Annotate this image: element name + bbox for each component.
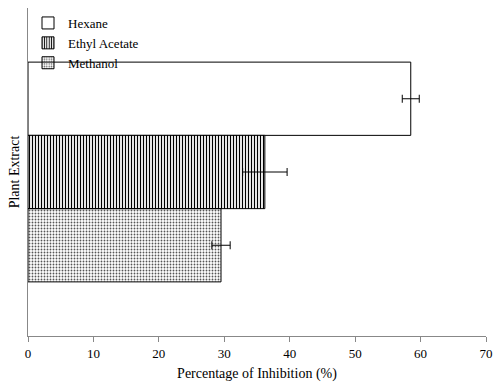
svg-text:0: 0 (25, 346, 32, 361)
svg-text:Plant Extract: Plant Extract (7, 136, 22, 209)
svg-text:70: 70 (480, 346, 493, 361)
svg-text:30: 30 (218, 346, 231, 361)
svg-text:Ethyl Acetate: Ethyl Acetate (68, 36, 139, 51)
svg-text:Methanol: Methanol (68, 56, 118, 71)
svg-text:40: 40 (283, 346, 296, 361)
svg-text:Hexane: Hexane (68, 16, 108, 31)
svg-text:50: 50 (349, 346, 362, 361)
svg-text:20: 20 (152, 346, 165, 361)
svg-text:Percentage of Inhibition (%): Percentage of Inhibition (%) (177, 366, 337, 382)
svg-text:60: 60 (414, 346, 427, 361)
svg-text:10: 10 (87, 346, 100, 361)
